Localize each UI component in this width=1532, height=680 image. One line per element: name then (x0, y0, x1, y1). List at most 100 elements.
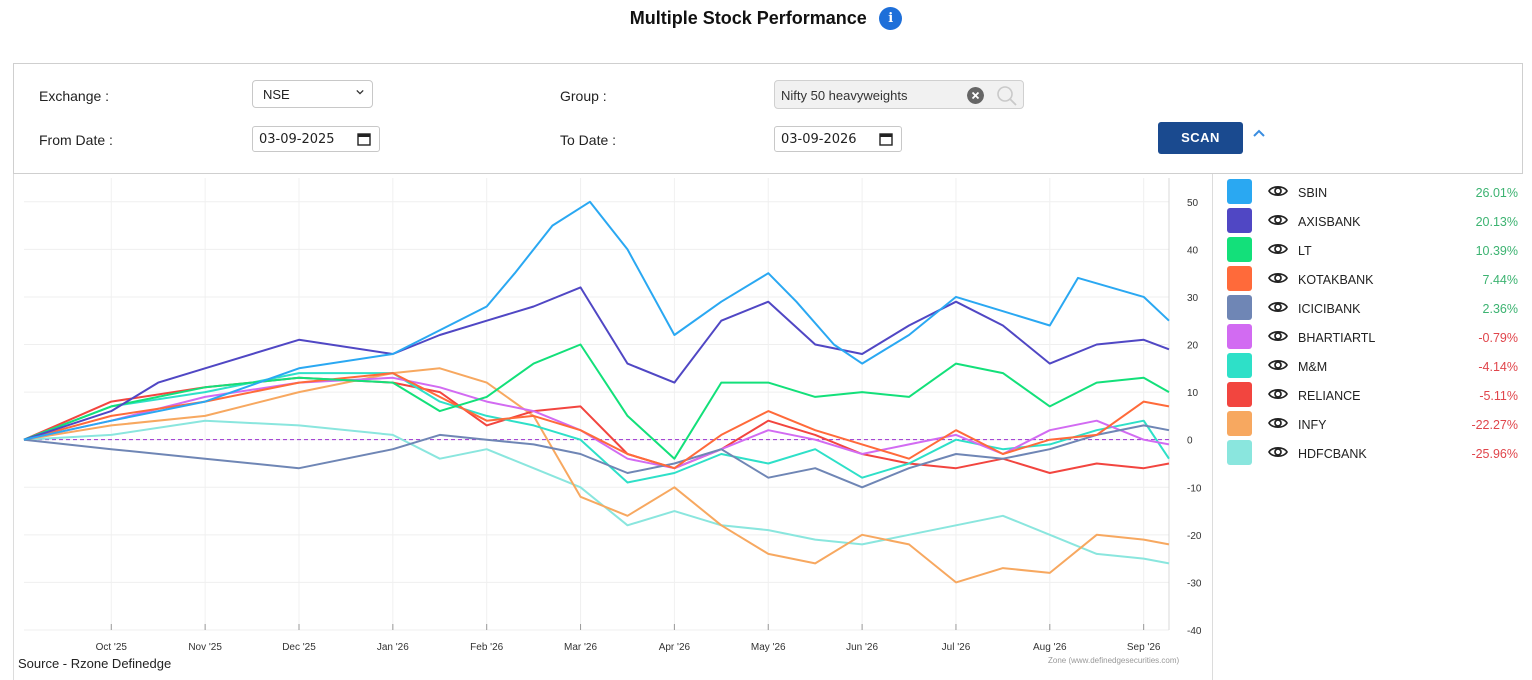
series-line (23, 372, 1170, 470)
exchange-select[interactable]: NSE (252, 80, 373, 108)
y-tick-label: -10 (1187, 483, 1202, 494)
legend-name: RELIANCE (1298, 389, 1361, 403)
legend-item[interactable]: BHARTIARTL -0.79% (1214, 321, 1524, 350)
legend-swatch (1227, 208, 1252, 233)
legend-percent: -0.79% (1478, 331, 1518, 345)
calendar-icon[interactable] (357, 132, 371, 146)
eye-icon[interactable] (1268, 213, 1288, 227)
legend-item[interactable]: SBIN 26.01% (1214, 176, 1524, 205)
x-tick-label: Jan '26 (377, 642, 409, 653)
exchange-label: Exchange : (39, 88, 110, 104)
scan-button[interactable]: SCAN (1158, 122, 1243, 154)
series-line (23, 200, 1170, 441)
legend-swatch (1227, 382, 1252, 407)
legend-swatch (1227, 353, 1252, 378)
y-tick-label: 40 (1187, 245, 1199, 256)
legend-percent: 2.36% (1482, 302, 1518, 316)
chart-area: 50 40 30 20 10 0 -10 -20 -30 -40 Oct '25 Nov '25 Dec… (13, 174, 1213, 680)
x-tick-label: Nov '25 (188, 642, 222, 653)
search-icon[interactable] (995, 84, 1019, 108)
legend-swatch (1227, 440, 1252, 465)
legend-name: HDFCBANK (1298, 447, 1367, 461)
x-tick-label: Feb '26 (470, 642, 503, 653)
legend-item[interactable]: KOTAKBANK 7.44% (1214, 263, 1524, 292)
eye-icon[interactable] (1268, 387, 1288, 401)
eye-icon[interactable] (1268, 358, 1288, 372)
chevron-down-icon (356, 89, 364, 95)
to-date-label: To Date : (560, 132, 617, 148)
to-date-input[interactable]: 03-09-2026 (774, 126, 902, 152)
legend-name: LT (1298, 244, 1312, 258)
legend: SBIN 26.01% AXISBANK 20.13% LT 10.39% KOTAKBAN… (1214, 174, 1532, 474)
x-tick-label: Jun '26 (846, 642, 878, 653)
filter-panel: Exchange : NSE Group : Nifty 50 heavywei… (13, 63, 1523, 174)
legend-name: BHARTIARTL (1298, 331, 1376, 345)
x-tick-label: May '26 (751, 642, 786, 653)
legend-item[interactable]: INFY -22.27% (1214, 408, 1524, 437)
chevron-up-icon[interactable] (1252, 128, 1266, 138)
y-tick-label: 10 (1187, 388, 1199, 399)
legend-percent: -22.27% (1471, 418, 1518, 432)
y-tick-label: 20 (1187, 341, 1199, 352)
eye-icon[interactable] (1268, 271, 1288, 285)
legend-name: SBIN (1298, 186, 1328, 200)
legend-item[interactable]: LT 10.39% (1214, 234, 1524, 263)
legend-item[interactable]: ICICIBANK 2.36% (1214, 292, 1524, 321)
legend-item[interactable]: RELIANCE -5.11% (1214, 379, 1524, 408)
legend-swatch (1227, 179, 1252, 204)
y-tick-label: -40 (1187, 626, 1202, 637)
eye-icon[interactable] (1268, 445, 1288, 459)
series-line (23, 424, 1170, 489)
x-tick-label: Aug '26 (1033, 642, 1067, 653)
eye-icon[interactable] (1268, 329, 1288, 343)
from-date-input[interactable]: 03-09-2025 (252, 126, 380, 152)
credit-label: Zone (www.definedgesecurities.com) (1048, 656, 1180, 665)
title-row: Multiple Stock Performance i (0, 4, 1532, 34)
series-line (23, 286, 1170, 441)
from-date-value: 03-09-2025 (259, 132, 335, 147)
legend-percent: 10.39% (1475, 244, 1518, 258)
x-tick-label: Oct '25 (96, 642, 128, 653)
legend-percent: 26.01% (1475, 186, 1518, 200)
x-tick-label: Apr '26 (659, 642, 691, 653)
calendar-icon[interactable] (879, 132, 893, 146)
eye-icon[interactable] (1268, 242, 1288, 256)
eye-icon[interactable] (1268, 184, 1288, 198)
legend-name: AXISBANK (1298, 215, 1361, 229)
y-tick-label: 50 (1187, 198, 1199, 209)
group-field[interactable]: Nifty 50 heavyweights (774, 80, 1024, 109)
y-tick-label: 30 (1187, 293, 1199, 304)
to-date-value: 03-09-2026 (781, 132, 857, 147)
legend-percent: -4.14% (1478, 360, 1518, 374)
exchange-value: NSE (263, 87, 290, 102)
clear-icon[interactable] (967, 87, 984, 104)
series-line (23, 367, 1170, 584)
legend-name: INFY (1298, 418, 1327, 432)
performance-chart[interactable]: 50 40 30 20 10 0 -10 -20 -30 -40 Oct '25 Nov '25 Dec… (14, 174, 1212, 654)
legend-swatch (1227, 324, 1252, 349)
series-line (23, 343, 1170, 460)
legend-name: KOTAKBANK (1298, 273, 1374, 287)
legend-percent: 7.44% (1482, 273, 1518, 287)
legend-percent: -5.11% (1479, 389, 1518, 403)
x-tick-label: Dec '25 (282, 642, 316, 653)
y-tick-label: -30 (1187, 578, 1202, 589)
legend-swatch (1227, 295, 1252, 320)
eye-icon[interactable] (1268, 300, 1288, 314)
series-line (23, 419, 1170, 565)
legend-item[interactable]: AXISBANK 20.13% (1214, 205, 1524, 234)
legend-item[interactable]: HDFCBANK -25.96% (1214, 437, 1524, 466)
y-tick-label: -20 (1187, 531, 1202, 542)
eye-icon[interactable] (1268, 416, 1288, 430)
legend-swatch (1227, 266, 1252, 291)
info-icon[interactable]: i (879, 6, 903, 30)
legend-percent: 20.13% (1475, 215, 1518, 229)
legend-item[interactable]: M&M -4.14% (1214, 350, 1524, 379)
source-label: Source - Rzone Definedge (18, 656, 172, 671)
legend-swatch (1227, 411, 1252, 436)
y-tick-label: 0 (1187, 436, 1193, 447)
from-date-label: From Date : (39, 132, 113, 148)
legend-name: ICICIBANK (1298, 302, 1361, 316)
legend-swatch (1227, 237, 1252, 262)
page-title: Multiple Stock Performance (629, 8, 867, 28)
